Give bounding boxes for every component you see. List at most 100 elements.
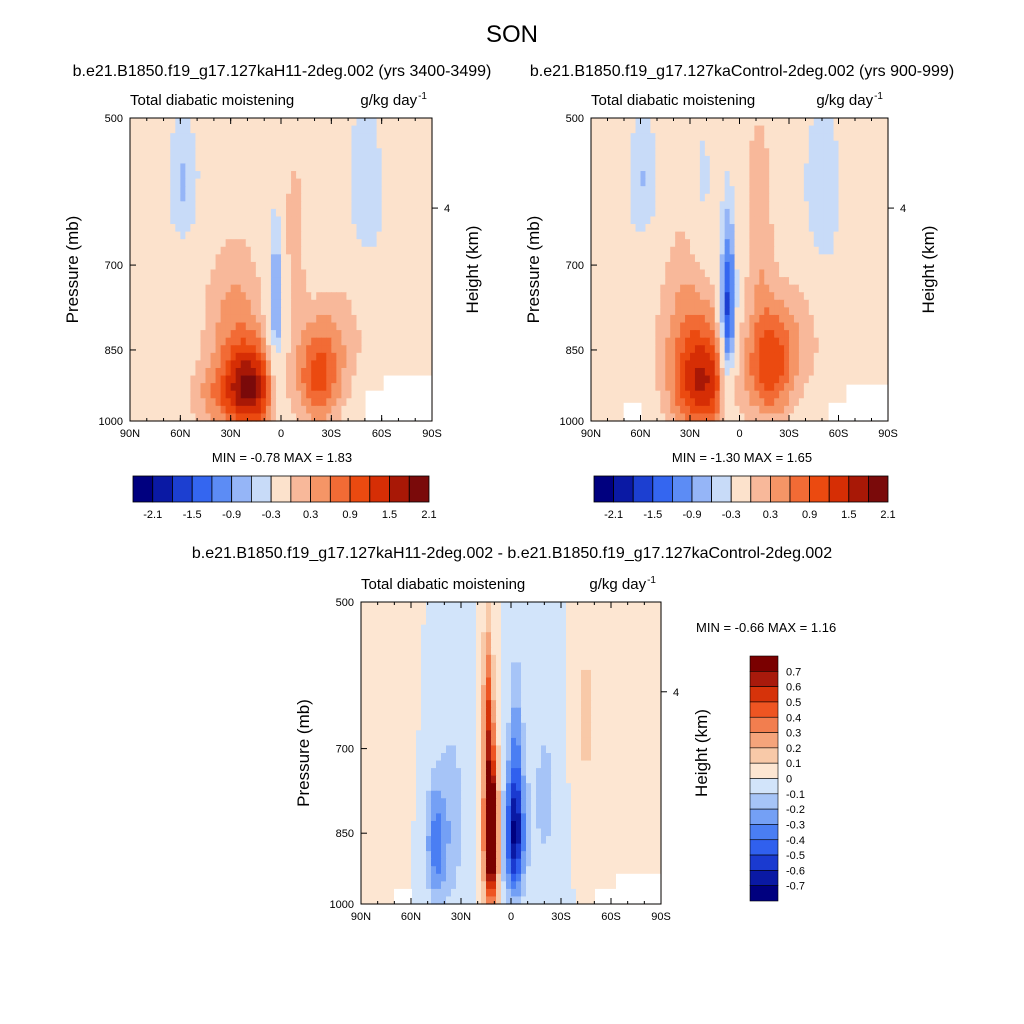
contour-cell — [808, 413, 815, 422]
contour-cell — [798, 383, 805, 392]
contour-cell — [250, 261, 257, 271]
contour-cell — [341, 292, 348, 301]
contour-cell — [396, 330, 403, 339]
contour-cell — [704, 314, 711, 324]
contour-cell — [311, 337, 317, 346]
contour-cell — [848, 314, 854, 324]
contour-cell — [381, 307, 388, 316]
panel-1: b.e21.B1850.f19_g17.127kaControl-2deg.00… — [524, 63, 954, 521]
contour-cell — [326, 292, 332, 301]
contour-cell — [774, 330, 780, 339]
contour-cell — [245, 216, 252, 225]
unit-label: g/kg day-1 — [360, 91, 427, 109]
contour-cell — [311, 398, 317, 407]
contour-cell — [331, 413, 337, 422]
contour-cell — [823, 208, 830, 218]
contour-cell — [719, 208, 726, 218]
contour-cell — [371, 125, 378, 134]
contour-cell — [883, 345, 889, 354]
contour-cell — [670, 390, 676, 399]
contour-cell — [270, 337, 277, 346]
contour-cell — [270, 125, 277, 134]
contour-cell — [185, 330, 191, 339]
contour-cell — [165, 178, 171, 187]
contour-cell — [245, 239, 252, 248]
contour-cell — [391, 155, 398, 165]
colorbar-label: -0.3 — [262, 509, 281, 521]
contour-cell — [709, 292, 716, 301]
contour-cell — [610, 390, 617, 399]
contour-cell — [250, 239, 257, 248]
contour-cell — [301, 367, 307, 377]
contour-cell — [699, 277, 706, 286]
contour-cell — [180, 360, 186, 369]
contour-cell — [739, 299, 746, 308]
contour-cell — [660, 284, 666, 293]
contour-cell — [205, 193, 212, 202]
contour-cell — [361, 155, 368, 165]
contour-cell — [170, 345, 176, 354]
contour-cell — [346, 277, 353, 286]
contour-cell — [215, 383, 222, 392]
contour-cell — [759, 261, 765, 271]
contour-cell — [130, 413, 136, 422]
contour-cell — [600, 148, 607, 157]
contour-cell — [356, 186, 363, 195]
contour-cell — [250, 375, 257, 384]
contour-cell — [356, 375, 363, 384]
contour-cell — [749, 148, 755, 157]
contour-cell — [296, 148, 302, 157]
contour-cell — [381, 284, 388, 293]
contour-cell — [759, 277, 765, 286]
contour-cell — [808, 133, 815, 142]
contour-cell — [215, 261, 222, 271]
contour-cell — [635, 360, 642, 369]
contour-cell — [245, 277, 252, 286]
contour-cell — [798, 269, 805, 278]
contour-cell — [230, 277, 237, 286]
contour-cell — [828, 201, 835, 210]
contour-cell — [135, 133, 141, 142]
contour-cell — [165, 201, 171, 210]
contour-cell — [180, 193, 186, 202]
contour-cell — [749, 352, 755, 362]
contour-cell — [853, 125, 859, 134]
contour-cell — [690, 352, 696, 362]
contour-cell — [818, 163, 825, 172]
contour-cell — [230, 148, 237, 157]
contour-cell — [868, 330, 874, 339]
contour-cell — [391, 360, 398, 369]
contour-cell — [265, 360, 272, 369]
contour-cell — [734, 269, 741, 278]
contour-cell — [250, 148, 257, 157]
contour-cell — [140, 171, 146, 180]
contour-cell — [366, 148, 373, 157]
contour-cell — [366, 193, 373, 202]
contour-cell — [286, 163, 292, 172]
contour-cell — [311, 413, 317, 422]
contour-cell — [220, 322, 227, 331]
contour-cell — [215, 140, 222, 149]
contour-cell — [155, 216, 161, 225]
contour-cell — [270, 375, 277, 384]
contour-cell — [391, 216, 398, 225]
contour-cell — [341, 208, 348, 218]
contour-cell — [250, 201, 257, 210]
contour-cell — [610, 383, 617, 392]
contour-cell — [685, 155, 691, 165]
contour-cell — [255, 277, 262, 286]
contour-cell — [421, 330, 428, 339]
contour-cell — [195, 261, 202, 271]
contour-cell — [401, 337, 408, 346]
contour-cell — [336, 345, 342, 354]
contour-cell — [386, 186, 393, 195]
contour-cell — [321, 299, 327, 308]
contour-cell — [670, 193, 676, 202]
contour-cell — [281, 277, 287, 286]
contour-cell — [381, 299, 388, 308]
contour-cell — [635, 261, 642, 271]
contour-cell — [336, 201, 342, 210]
contour-cell — [620, 367, 627, 377]
colorbar-box — [691, 475, 713, 503]
contour-cell — [640, 216, 647, 225]
